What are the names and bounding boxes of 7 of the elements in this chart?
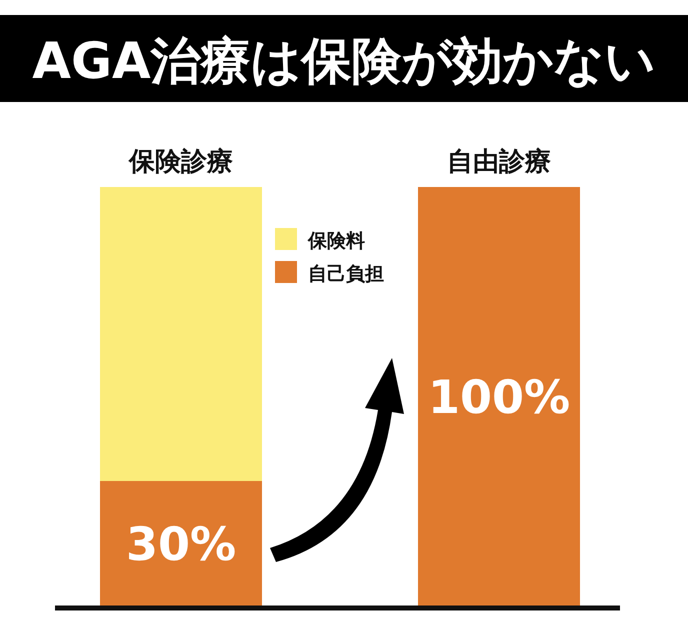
x-tick-label: 保険診療 (128, 147, 233, 177)
x-tick-label: 自由診療 (447, 147, 551, 177)
data-label: 30% (126, 517, 236, 571)
data-label: 100% (428, 370, 570, 424)
chart-title: AGA治療は保険が効かない (32, 32, 656, 90)
legend-label: 保険料 (307, 230, 365, 252)
legend-label: 自己負担 (308, 263, 384, 285)
